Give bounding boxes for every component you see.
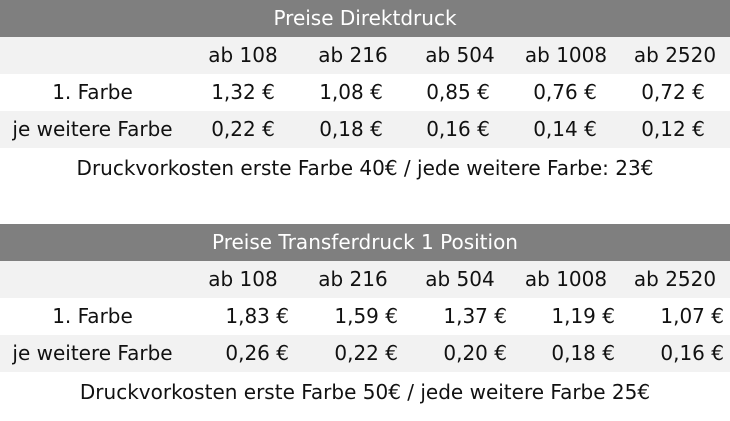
- row-label: 1. Farbe: [52, 80, 133, 104]
- quantity-header: ab 108: [208, 43, 278, 67]
- quantity-header: ab 2520: [633, 43, 717, 67]
- price-cell: 0,22 €: [211, 117, 275, 141]
- quantity-header: ab 504: [425, 267, 495, 291]
- price-cell: 1,37 €: [443, 304, 507, 328]
- price-row-additional-color: je weitere Farbe 0,26 € 0,22 € 0,20 € 0,…: [0, 335, 730, 372]
- row-label: je weitere Farbe: [12, 341, 173, 365]
- price-table-direktdruck: Preise Direktdruck ab 108 ab 216 ab 504 …: [0, 0, 730, 188]
- price-cell: 0,85 €: [426, 80, 490, 104]
- quantity-header: ab 1008: [524, 267, 608, 291]
- quantity-header-row: ab 108 ab 216 ab 504 ab 1008 ab 2520: [0, 37, 730, 74]
- price-row-additional-color: je weitere Farbe 0,22 € 0,18 € 0,16 € 0,…: [0, 111, 730, 148]
- price-cell: 0,16 €: [426, 117, 490, 141]
- price-cell: 1,19 €: [551, 304, 615, 328]
- quantity-header: ab 216: [318, 267, 388, 291]
- quantity-header: ab 1008: [524, 43, 608, 67]
- price-cell: 1,32 €: [211, 80, 275, 104]
- table-title: Preise Direktdruck: [0, 0, 730, 37]
- price-cell: 0,18 €: [551, 341, 615, 365]
- quantity-header-row: ab 108 ab 216 ab 504 ab 1008 ab 2520: [0, 261, 730, 298]
- price-cell: 0,20 €: [443, 341, 507, 365]
- price-cell: 0,72 €: [641, 80, 705, 104]
- price-cell: 0,76 €: [533, 80, 597, 104]
- price-cell: 1,08 €: [319, 80, 383, 104]
- table-title: Preise Transferdruck 1 Position: [0, 224, 730, 261]
- quantity-header: ab 108: [208, 267, 278, 291]
- price-row-first-color: 1. Farbe 1,32 € 1,08 € 0,85 € 0,76 € 0,7…: [0, 74, 730, 111]
- price-cell: 0,18 €: [319, 117, 383, 141]
- price-cell: 0,12 €: [641, 117, 705, 141]
- price-cell: 0,26 €: [225, 341, 289, 365]
- row-label: je weitere Farbe: [12, 117, 173, 141]
- price-cell: 0,22 €: [334, 341, 398, 365]
- setup-cost-note: Druckvorkosten erste Farbe 40€ / jede we…: [76, 156, 654, 180]
- quantity-header: ab 2520: [633, 267, 717, 291]
- header-empty-cell: [0, 37, 185, 74]
- quantity-header: ab 216: [318, 43, 388, 67]
- quantity-header: ab 504: [425, 43, 495, 67]
- price-cell: 1,59 €: [334, 304, 398, 328]
- price-cell: 1,83 €: [225, 304, 289, 328]
- header-empty-cell: [0, 261, 185, 298]
- price-table-transferdruck: Preise Transferdruck 1 Position ab 108 a…: [0, 224, 730, 412]
- setup-cost-note: Druckvorkosten erste Farbe 50€ / jede we…: [79, 380, 651, 404]
- price-cell: 1,07 €: [660, 304, 724, 328]
- price-row-first-color: 1. Farbe 1,83 € 1,59 € 1,37 € 1,19 € 1,0…: [0, 298, 730, 335]
- price-cell: 0,14 €: [533, 117, 597, 141]
- price-cell: 0,16 €: [660, 341, 724, 365]
- row-label: 1. Farbe: [52, 304, 133, 328]
